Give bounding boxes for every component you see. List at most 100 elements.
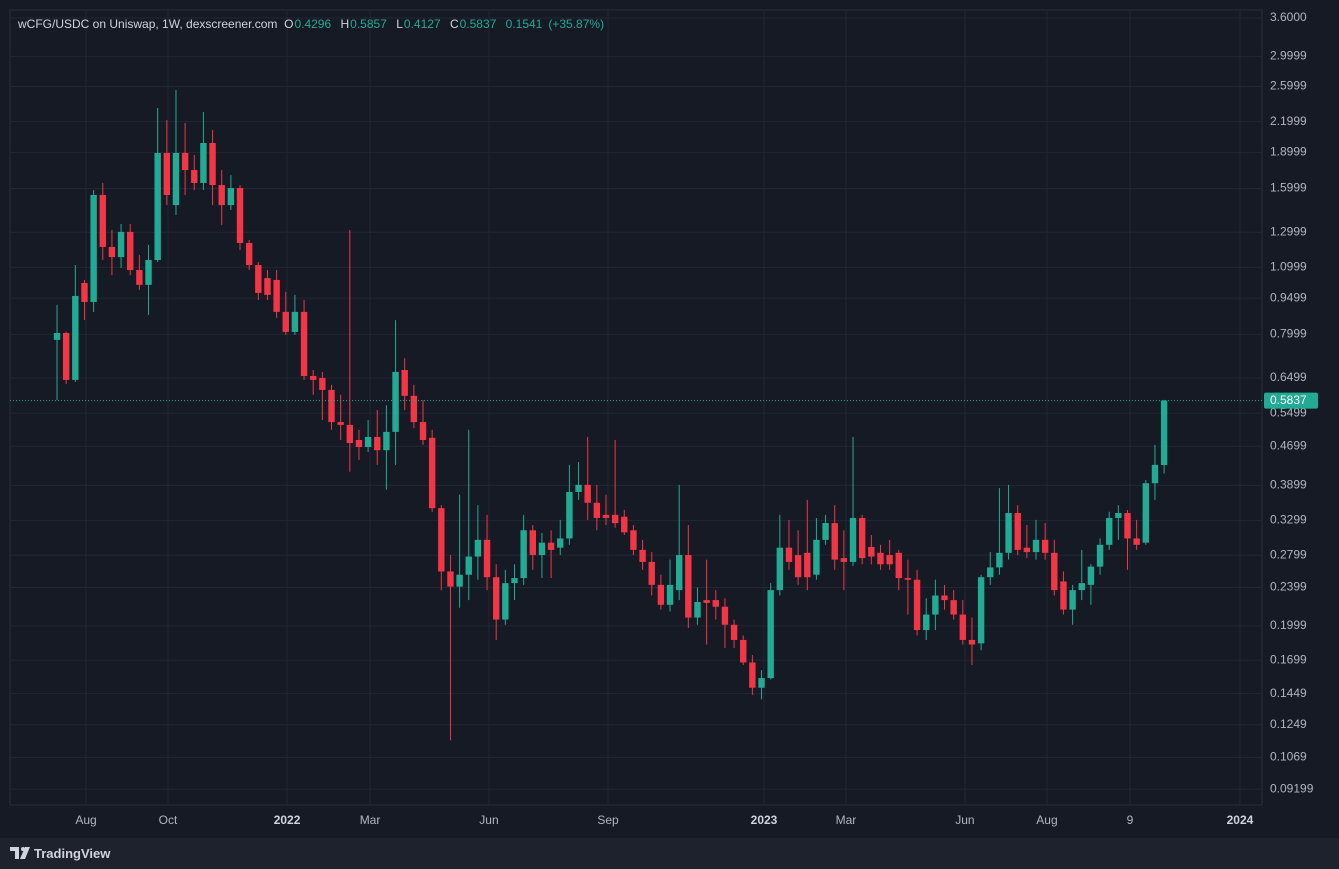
candle-body [456,574,463,587]
candle-body [99,194,106,247]
candle-body [813,539,820,575]
candle-body [1051,552,1058,591]
candle-body [127,231,134,271]
candle-body [154,152,161,261]
candle-body [932,595,939,615]
candle-body [145,260,152,285]
y-tick-label: 0.1699 [1270,652,1307,666]
candle-body [923,614,930,631]
y-tick-label: 1.5999 [1270,181,1307,195]
candle-body [1142,483,1150,543]
candle-body [721,606,729,625]
candle-body [310,376,317,380]
chart: 3.6000 2.9999 2.5999 2.1999 1.8999 1.5999 1.29… [9,9,1318,827]
candle-body [1087,566,1095,585]
candle-body [804,552,811,578]
y-tick-label: 0.6499 [1270,370,1307,384]
candle-body [822,523,829,540]
candle-body [200,142,207,183]
candle-body [245,242,253,266]
y-tick-label: 2.9999 [1270,49,1307,63]
y-tick-label: 0.1249 [1270,717,1307,731]
candle-body [538,542,546,556]
candle-body [255,265,262,293]
candle-body [584,484,591,503]
brand-name[interactable]: TradingView [34,846,111,861]
candle-body [428,437,436,509]
candle-body [758,678,765,688]
ohlc-value: 0.5837 [459,17,497,31]
candle-body [474,539,482,557]
candle-body [108,246,116,258]
candle-body [410,395,418,423]
candle-body [694,601,701,618]
change-value: 0.1541 [505,17,543,31]
candle-body [621,516,628,533]
chart-title: wCFG/USDC on Uniswap, 1W, dexscreener.co… [18,17,278,31]
candle-body [630,530,637,550]
candle-body [996,552,1003,568]
ohlc-key: C [449,17,459,31]
y-tick-label: 2.1999 [1270,114,1307,128]
candle-body [575,484,582,492]
x-tick-label: Mar [360,813,381,827]
candle-body [666,584,674,605]
candle-body [657,584,665,605]
candle-body [447,571,454,587]
candle-body [90,194,97,302]
candle-body [675,555,683,591]
candle-body [383,431,390,451]
y-tick-label: 0.3299 [1270,513,1307,527]
candle-body [987,567,994,578]
x-tick-label: Oct [159,813,178,827]
candle-body [502,583,509,620]
candle-body [767,590,774,679]
candle-body [1014,512,1021,550]
candle-body [1041,539,1049,553]
candle-body [81,283,88,302]
candle-body [749,662,756,688]
candle-body [794,555,802,578]
candle-body [529,530,536,556]
candle-body [877,552,884,565]
y-tick-label: 1.2999 [1270,224,1307,238]
candle-body [950,600,957,615]
candle-body [53,332,61,340]
y-tick-label: 0.2799 [1270,547,1307,561]
price-tag [1264,392,1318,409]
x-tick-label: Aug [75,813,96,827]
y-tick-label: 0.4699 [1270,438,1307,452]
candle-body [1160,400,1168,466]
candle-body [1133,538,1140,545]
y-tick-label: 0.09199 [1270,781,1314,795]
candle-body [547,542,555,550]
candle-body [977,577,985,644]
footer-bar: TradingView [0,838,1339,869]
x-tick-label: 2024 [1227,813,1254,827]
x-tick-label: Jun [955,813,974,827]
candle-body [968,639,976,645]
ohlc-value: 0.5857 [350,17,387,31]
candle-body [1096,544,1104,567]
candle-body [117,231,125,258]
candle-body [740,639,747,663]
candle-body [1106,517,1113,545]
price-tag-label: 0.5837 [1270,393,1307,407]
y-tick-label: 1.8999 [1270,145,1307,159]
candle-body [319,377,326,390]
candle-body [685,555,692,618]
ohlc-key: H [340,17,350,31]
candle-body [785,547,793,562]
candle-body [300,311,308,377]
candle-body [401,370,408,396]
candle-body [849,517,857,562]
y-tick-label: 0.1069 [1270,750,1307,764]
x-tick-label: Aug [1036,813,1057,827]
candle-body [209,142,216,186]
candle-body [1115,512,1122,518]
candle-body [62,332,70,380]
candle-body [895,552,902,579]
ohlc-key: L [396,17,403,31]
candle-body [172,152,180,206]
